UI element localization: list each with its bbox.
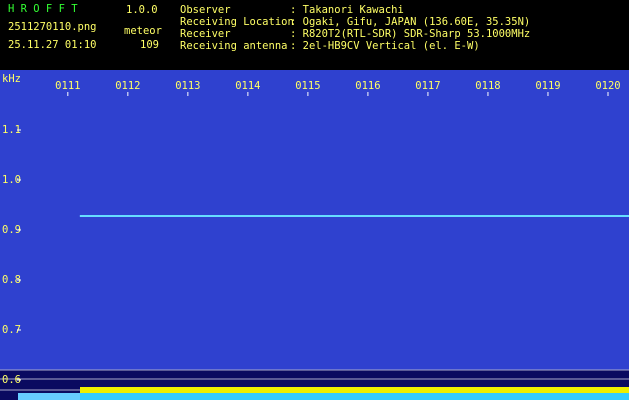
info-value: : R820T2(RTL-SDR) SDR-Sharp 53.1000MHz <box>290 28 530 40</box>
info-value: : Takanori Kawachi <box>290 4 404 16</box>
app-version: 1.0.0 <box>126 4 158 16</box>
info-label: Receiving antenna <box>180 40 287 52</box>
info-label: Receiving Location <box>180 16 294 28</box>
x-tick-label: 0113 <box>175 80 200 92</box>
y-tick-label: 0.6 <box>2 374 21 386</box>
timestamp: 25.11.27 01:10 <box>8 39 97 51</box>
spectrogram-noise <box>0 70 629 370</box>
level-strip <box>18 393 80 400</box>
x-tick-label: 0111 <box>55 80 80 92</box>
x-tick-label: 0118 <box>475 80 500 92</box>
app-name: H R O F F T <box>8 3 78 15</box>
x-tick-label: 0117 <box>415 80 440 92</box>
x-tick-label: 0120 <box>595 80 620 92</box>
y-tick-label: 0.8 <box>2 274 21 286</box>
level-strip <box>80 393 629 400</box>
x-tick-label: 0119 <box>535 80 560 92</box>
info-value: : 2el-HB9CV Vertical (el. E-W) <box>290 40 480 52</box>
file-name: 2511270110.png <box>8 21 97 33</box>
x-tick-label: 0116 <box>355 80 380 92</box>
mode: meteor <box>124 25 162 37</box>
info-label: Receiver <box>180 28 231 40</box>
y-axis-label: kHz <box>2 73 21 85</box>
count: 109 <box>140 39 159 51</box>
y-tick-label: 1.1 <box>2 124 21 136</box>
y-tick-label: 0.9 <box>2 224 21 236</box>
y-tick-label: 1.0 <box>2 174 21 186</box>
y-tick-label: 0.7 <box>2 324 21 336</box>
x-tick-label: 0115 <box>295 80 320 92</box>
info-value: : Ogaki, Gifu, JAPAN (136.60E, 35.35N) <box>290 16 530 28</box>
x-tick-label: 0114 <box>235 80 260 92</box>
info-label: Observer <box>180 4 231 16</box>
x-tick-label: 0112 <box>115 80 140 92</box>
